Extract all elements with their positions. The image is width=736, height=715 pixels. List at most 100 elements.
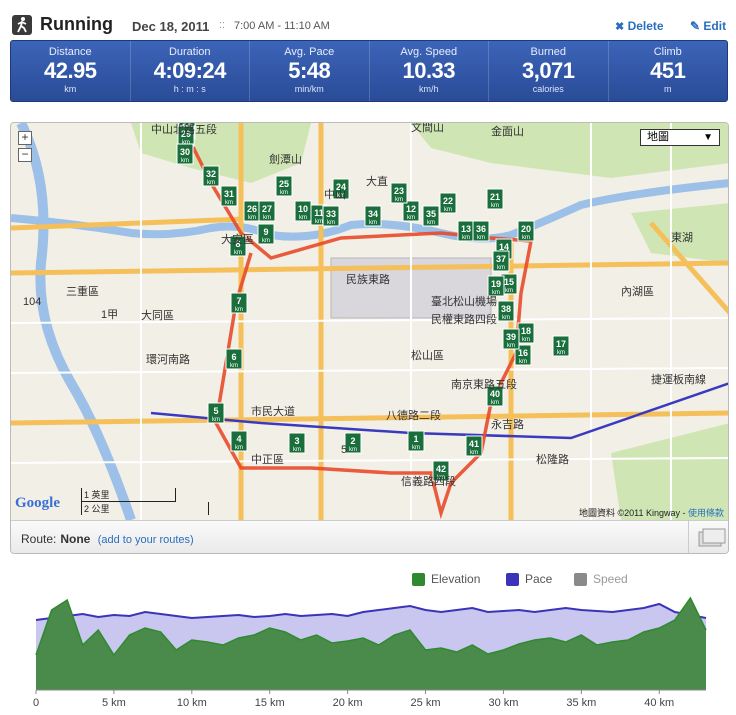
km-marker[interactable]: 7km	[230, 292, 248, 314]
legend-elevation[interactable]: Elevation	[412, 572, 480, 586]
activity-title: Running	[40, 14, 113, 34]
stat-distance: Distance 42.95 km	[11, 41, 130, 101]
delete-button[interactable]: ✖ Delete	[615, 19, 664, 33]
km-marker[interactable]: 1km	[407, 430, 425, 452]
add-to-routes-link[interactable]: (add to your routes)	[97, 534, 194, 546]
km-marker-number: 16	[518, 348, 528, 358]
map-type-select[interactable]: 地圖 ▼	[640, 129, 720, 146]
route-bar: Route: None (add to your routes)	[11, 520, 728, 553]
map-place-label: 臺北松山機場	[431, 294, 497, 308]
stat-unit: km/h	[418, 84, 439, 94]
pencil-icon: ✎	[690, 19, 701, 33]
edit-button[interactable]: ✎ Edit	[690, 19, 727, 33]
x-tick-label: 10 km	[177, 697, 207, 709]
km-marker-unit: km	[522, 235, 530, 241]
km-marker-unit: km	[248, 215, 256, 221]
km-marker-unit: km	[491, 400, 499, 406]
km-marker-unit: km	[235, 307, 243, 313]
x-tick-label: 35 km	[566, 697, 596, 709]
km-marker-unit: km	[407, 215, 415, 221]
km-marker[interactable]: 5km	[207, 402, 225, 424]
map-place-label: 中山北路五段	[151, 123, 217, 136]
elevation-pace-chart[interactable]: 0 5 km 10 km 15 km 20 km 25 km 30 km 35 km 40 km	[0, 590, 736, 715]
km-marker[interactable]: 9km	[257, 223, 275, 245]
expand-map-button[interactable]	[688, 521, 728, 553]
terms-link[interactable]: 使用條款	[687, 508, 724, 518]
map-place-label: 捷運板南線	[651, 372, 706, 386]
map-place-label: 1甲	[101, 309, 118, 321]
km-marker-unit: km	[557, 350, 565, 356]
km-marker-number: 32	[206, 169, 216, 179]
zoom-out-button[interactable]: −	[18, 148, 32, 162]
km-marker-number: 13	[461, 224, 471, 234]
elevation-line	[35, 596, 707, 657]
stat-value: 10.33	[402, 58, 456, 83]
legend-speed[interactable]: Speed	[574, 572, 628, 586]
x-tick-label: 20 km	[333, 697, 363, 709]
km-marker-number: 5	[213, 406, 218, 416]
km-marker-unit: km	[395, 197, 403, 203]
km-marker-unit: km	[182, 140, 190, 146]
legend-swatch	[412, 572, 425, 586]
km-marker-unit: km	[207, 180, 215, 186]
km-marker[interactable]: 4km	[230, 430, 248, 452]
map-place-label: 民權東路四段	[431, 312, 497, 326]
km-marker[interactable]: 3km	[288, 432, 306, 454]
km-marker-number: 31	[224, 189, 234, 199]
km-marker-number: 14	[499, 242, 509, 252]
km-marker-unit: km	[234, 250, 242, 256]
km-marker-number: 17	[556, 339, 566, 349]
km-marker-number: 42	[436, 464, 446, 474]
zoom-in-button[interactable]: +	[18, 131, 32, 145]
stat-label: Climb	[653, 46, 682, 58]
km-marker-number: 23	[394, 186, 404, 196]
route-value: None	[60, 532, 91, 546]
legend-pace[interactable]: Pace	[506, 572, 552, 586]
km-marker-number: 12	[406, 204, 416, 214]
km-marker[interactable]: 6km	[225, 348, 243, 370]
km-marker[interactable]: 8km	[229, 235, 247, 257]
map-place-label: 南京東路五段	[451, 377, 517, 391]
km-marker[interactable]: 2km	[344, 432, 362, 454]
pace-line	[35, 602, 707, 621]
km-marker-unit: km	[507, 343, 515, 349]
legend-swatch	[506, 572, 519, 586]
stat-unit: min/km	[294, 84, 324, 94]
km-marker-unit: km	[502, 315, 510, 321]
map-place-label: 三重區	[66, 284, 99, 298]
km-marker-unit: km	[315, 219, 323, 225]
km-marker-number: 22	[443, 196, 453, 206]
stat-value: 4:09:24	[153, 58, 227, 83]
stat-label: Avg. Pace	[284, 46, 335, 58]
activity-time-range: 7:00 AM - 11:10 AM	[234, 20, 330, 32]
